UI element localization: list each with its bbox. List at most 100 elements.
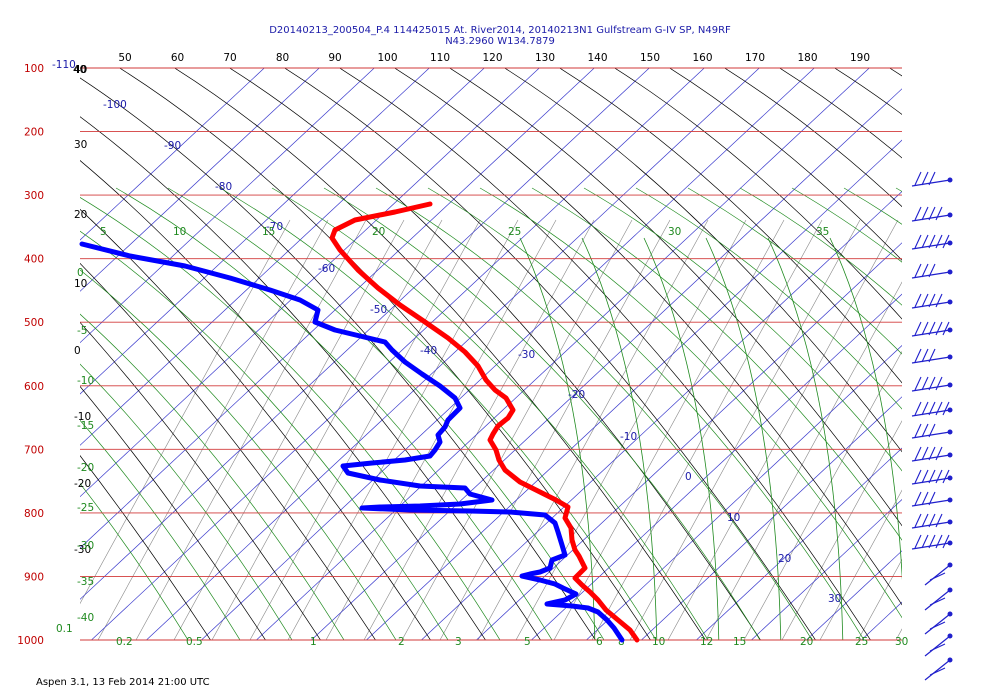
wind-barb-flag xyxy=(935,234,943,249)
isotherm-label: 10 xyxy=(727,512,740,524)
top-temperature-tick: 140 xyxy=(587,52,607,64)
mixing-ratio-line xyxy=(135,219,367,640)
isotherm-line xyxy=(80,68,485,446)
pressure-label: 400 xyxy=(24,254,44,266)
adiabat-label: -35 xyxy=(77,576,94,588)
wind-barb-flag xyxy=(921,234,929,249)
top-temperature-tick: 150 xyxy=(640,52,660,64)
axis-labels: 50 60 70 80 90 100 110 120 130 140 150 160 170 180 190… xyxy=(52,52,908,648)
pressure-label: 700 xyxy=(24,444,44,456)
background-grid xyxy=(80,28,1000,670)
wind-barb xyxy=(911,469,953,485)
temperature-line xyxy=(329,201,640,643)
wind-barb-flag xyxy=(914,206,922,221)
mixing-ratio-bottom-label: 0.1 xyxy=(56,623,73,635)
moist-adiabat xyxy=(687,187,902,355)
wind-barb-flag xyxy=(928,293,936,308)
wind-barb xyxy=(911,293,953,309)
dewpoint-line xyxy=(79,241,625,643)
moist-adiabat xyxy=(80,269,397,640)
mixing-ratio-top-label: 30 xyxy=(668,226,681,238)
isotherm-line xyxy=(255,68,870,640)
mixing-ratio-line xyxy=(591,219,823,640)
moist-adiabat-upper xyxy=(519,237,596,640)
wind-barb xyxy=(911,423,953,439)
wind-barb xyxy=(924,562,953,586)
wind-barb-flag xyxy=(942,469,950,484)
adiabat-label: -20 xyxy=(77,462,94,474)
pressure-label: 1000 xyxy=(17,635,44,647)
wind-barb-flag xyxy=(928,206,936,221)
top-temperature-tick: 120 xyxy=(482,52,502,64)
mixing-ratio-top-label: 5 xyxy=(100,226,107,238)
wind-barb xyxy=(924,587,953,611)
wind-barb-flag xyxy=(928,491,936,506)
wind-barb-flag xyxy=(942,234,950,249)
isotherm-label: -70 xyxy=(266,221,283,233)
wind-barb-flag xyxy=(928,263,936,278)
dry-adiabat xyxy=(613,68,902,320)
isotherm-label: -10 xyxy=(620,431,637,443)
dry-adiabat xyxy=(833,68,902,115)
height-label: 10 xyxy=(74,278,87,290)
dry-adiabat xyxy=(80,385,266,640)
height-label: -30 xyxy=(74,544,91,556)
wind-barb-flag xyxy=(928,513,936,528)
wind-barb-flag xyxy=(928,376,936,391)
wind-barb-flag xyxy=(928,234,936,249)
wind-barb-staff xyxy=(911,384,951,392)
wind-barb-staff xyxy=(911,214,951,222)
top-temperature-tick: 180 xyxy=(797,52,817,64)
wind-barb-staff xyxy=(911,179,951,187)
isotherm-line xyxy=(420,190,902,640)
dry-adiabat xyxy=(930,28,1000,670)
height-label: 30 xyxy=(74,139,87,151)
wind-barb-staff xyxy=(911,271,951,279)
mixing-ratio-top-label: 15 xyxy=(262,226,275,238)
mixing-ratio-line xyxy=(667,219,899,640)
mixing-ratio-line xyxy=(743,350,902,640)
moist-adiabat-upper xyxy=(829,237,902,581)
wind-barb xyxy=(911,321,953,337)
isotherm-line xyxy=(530,293,902,640)
top-temperature-tick: 100 xyxy=(377,52,397,64)
dry-adiabat xyxy=(80,208,431,640)
dry-adiabat xyxy=(985,28,1000,670)
height-label: 20 xyxy=(74,209,87,221)
wind-barb-flag xyxy=(935,401,943,416)
mixing-ratio-top-label: 25 xyxy=(508,226,521,238)
mixing-ratio-line xyxy=(363,219,595,640)
moist-adiabat xyxy=(635,187,902,410)
dry-adiabat xyxy=(80,116,541,640)
moist-adiabat-upper xyxy=(643,237,720,640)
isotherm-line xyxy=(80,68,650,600)
dry-adiabat xyxy=(888,68,902,77)
wind-barb-flag xyxy=(914,534,922,549)
mixing-ratio-bottom-label: 6 xyxy=(596,636,603,648)
mixing-ratio-line xyxy=(934,220,1000,640)
dry-adiabat xyxy=(875,28,1000,670)
isotherm-label: -30 xyxy=(518,349,535,361)
pressure-label: 200 xyxy=(24,127,44,139)
dry-adiabat xyxy=(723,68,902,208)
wind-barb-flag xyxy=(914,171,922,186)
wind-barb-flag xyxy=(914,513,922,528)
wind-barb-flag xyxy=(914,423,922,438)
dry-adiabat xyxy=(283,68,816,640)
pressure-label: 600 xyxy=(24,381,44,393)
wind-barb-staff xyxy=(911,521,951,529)
moist-adiabat xyxy=(895,187,902,192)
wind-barb-staff xyxy=(911,431,951,439)
dry-adiabat xyxy=(448,68,902,527)
wind-barb-staff xyxy=(911,409,951,417)
wind-barb-flag xyxy=(921,469,929,484)
isotherm-label: -90 xyxy=(164,140,181,152)
mixing-ratio-line xyxy=(287,219,519,640)
wind-barb-flag xyxy=(921,513,929,528)
dry-adiabat xyxy=(338,68,871,640)
wind-barb-flag xyxy=(935,206,943,221)
mixing-ratio-line xyxy=(80,219,291,605)
footer-text: Aspen 3.1, 13 Feb 2014 21:00 UTC xyxy=(36,677,210,688)
wind-barb-flag xyxy=(921,446,929,461)
mixing-ratio-line xyxy=(819,489,902,640)
